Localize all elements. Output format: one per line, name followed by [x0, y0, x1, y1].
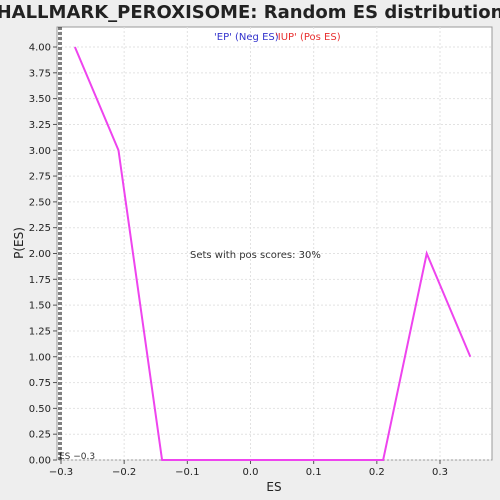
x-axis: −0.3 −0.2 −0.1 0.0 0.1 0.2 0.3: [49, 460, 448, 478]
y-tick-label: 1.00: [29, 352, 51, 363]
y-tick-label: 0.25: [29, 430, 51, 441]
x-tick-label: −0.3: [49, 467, 73, 478]
x-tick-label: 0.2: [369, 467, 385, 478]
pos-score-annotation: Sets with pos scores: 30%: [190, 250, 321, 261]
plot-area: [56, 26, 493, 461]
y-tick-label: 4.00: [29, 43, 51, 54]
y-tick-label: 3.00: [29, 146, 51, 157]
chart-title: HALLMARK_PEROXISOME: Random ES distribut…: [0, 2, 500, 23]
y-tick-label: 3.25: [29, 120, 51, 131]
y-tick-label: 2.75: [29, 172, 51, 183]
y-tick-label: 1.50: [29, 301, 51, 312]
grid: [57, 27, 492, 461]
legend-pos-label: 'IUP' (Pos ES): [275, 32, 341, 43]
y-tick-label: 0.75: [29, 378, 51, 389]
legend-neg-label: 'EP' (Neg ES): [214, 32, 279, 43]
y-tick-label: 3.75: [29, 68, 51, 79]
x-tick-label: 0.0: [243, 467, 259, 478]
x-tick-label: 0.1: [306, 467, 322, 478]
y-tick-label: 0.50: [29, 404, 51, 415]
y-tick-label: 3.50: [29, 94, 51, 105]
series-line: [73, 46, 472, 461]
y-tick-label: 1.75: [29, 275, 51, 286]
y-tick-label: 1.25: [29, 326, 51, 337]
x-axis-label: ES: [266, 480, 281, 494]
observed-es-label: ES −0.3: [59, 452, 95, 462]
y-tick-label: 0.00: [29, 456, 51, 467]
x-tick-label: 0.3: [432, 467, 448, 478]
y-axis-label: P(ES): [12, 227, 26, 259]
y-tick-label: 2.50: [29, 197, 51, 208]
x-tick-label: −0.2: [112, 467, 136, 478]
x-tick-label: −0.1: [175, 467, 199, 478]
y-tick-label: 2.00: [29, 249, 51, 260]
y-tick-label: 2.25: [29, 223, 51, 234]
series-group: [73, 46, 472, 461]
y-axis: 0.00 0.25 0.50 0.75 1.00 1.25 1.50 1.75 2.00 2.25…: [29, 43, 57, 467]
